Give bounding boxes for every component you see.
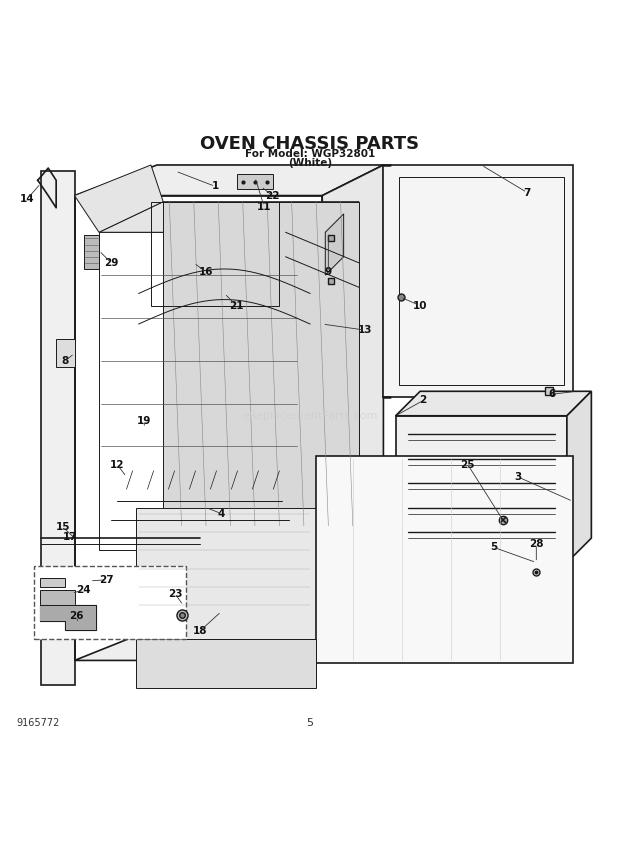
Text: 12: 12 xyxy=(110,460,125,470)
Text: 5: 5 xyxy=(306,718,314,728)
Text: 17: 17 xyxy=(63,532,78,542)
Polygon shape xyxy=(84,235,99,269)
Polygon shape xyxy=(136,508,316,639)
Text: 7: 7 xyxy=(523,187,531,198)
Polygon shape xyxy=(40,605,96,630)
Polygon shape xyxy=(237,174,273,189)
Polygon shape xyxy=(326,214,343,275)
Polygon shape xyxy=(163,202,359,526)
Text: 24: 24 xyxy=(76,586,91,595)
Text: 5: 5 xyxy=(490,542,497,552)
Polygon shape xyxy=(298,202,359,550)
Polygon shape xyxy=(99,202,359,232)
Text: OVEN CHASSIS PARTS: OVEN CHASSIS PARTS xyxy=(200,134,420,152)
Polygon shape xyxy=(396,391,591,416)
Text: 2: 2 xyxy=(420,395,427,406)
Text: 22: 22 xyxy=(265,191,280,200)
Polygon shape xyxy=(383,165,573,397)
Text: 9: 9 xyxy=(325,267,332,277)
Text: 8: 8 xyxy=(62,356,69,366)
Text: 11: 11 xyxy=(257,201,272,211)
Polygon shape xyxy=(316,455,573,663)
Polygon shape xyxy=(40,578,65,587)
Text: 13: 13 xyxy=(358,325,372,336)
Text: 14: 14 xyxy=(20,193,35,204)
Text: 3: 3 xyxy=(515,472,521,482)
Text: For Model: WGP32801: For Model: WGP32801 xyxy=(245,149,375,159)
Text: 1: 1 xyxy=(211,181,219,192)
Text: 10: 10 xyxy=(413,300,427,311)
Polygon shape xyxy=(322,165,383,599)
Polygon shape xyxy=(136,639,316,688)
Polygon shape xyxy=(41,171,74,685)
Polygon shape xyxy=(56,339,74,367)
Text: 15: 15 xyxy=(56,522,70,532)
Polygon shape xyxy=(40,590,74,605)
Polygon shape xyxy=(396,416,567,562)
Text: 25: 25 xyxy=(461,460,475,470)
Polygon shape xyxy=(74,165,383,195)
Text: 29: 29 xyxy=(104,258,118,268)
Text: eReplacementParts.com: eReplacementParts.com xyxy=(242,411,378,421)
Text: 28: 28 xyxy=(529,539,544,550)
Polygon shape xyxy=(322,562,383,661)
Bar xyxy=(33,566,187,639)
Polygon shape xyxy=(74,165,163,232)
Text: 4: 4 xyxy=(218,508,225,519)
Text: 26: 26 xyxy=(69,611,84,621)
Text: 9165772: 9165772 xyxy=(16,718,60,728)
Text: 19: 19 xyxy=(136,416,151,425)
Text: 16: 16 xyxy=(199,267,213,277)
Text: 23: 23 xyxy=(168,590,183,599)
Text: 21: 21 xyxy=(229,300,244,311)
Polygon shape xyxy=(74,630,383,661)
Text: 18: 18 xyxy=(193,626,207,636)
Polygon shape xyxy=(567,391,591,562)
Text: 6: 6 xyxy=(548,389,556,400)
Text: (White): (White) xyxy=(288,158,332,168)
Text: 27: 27 xyxy=(100,574,114,585)
